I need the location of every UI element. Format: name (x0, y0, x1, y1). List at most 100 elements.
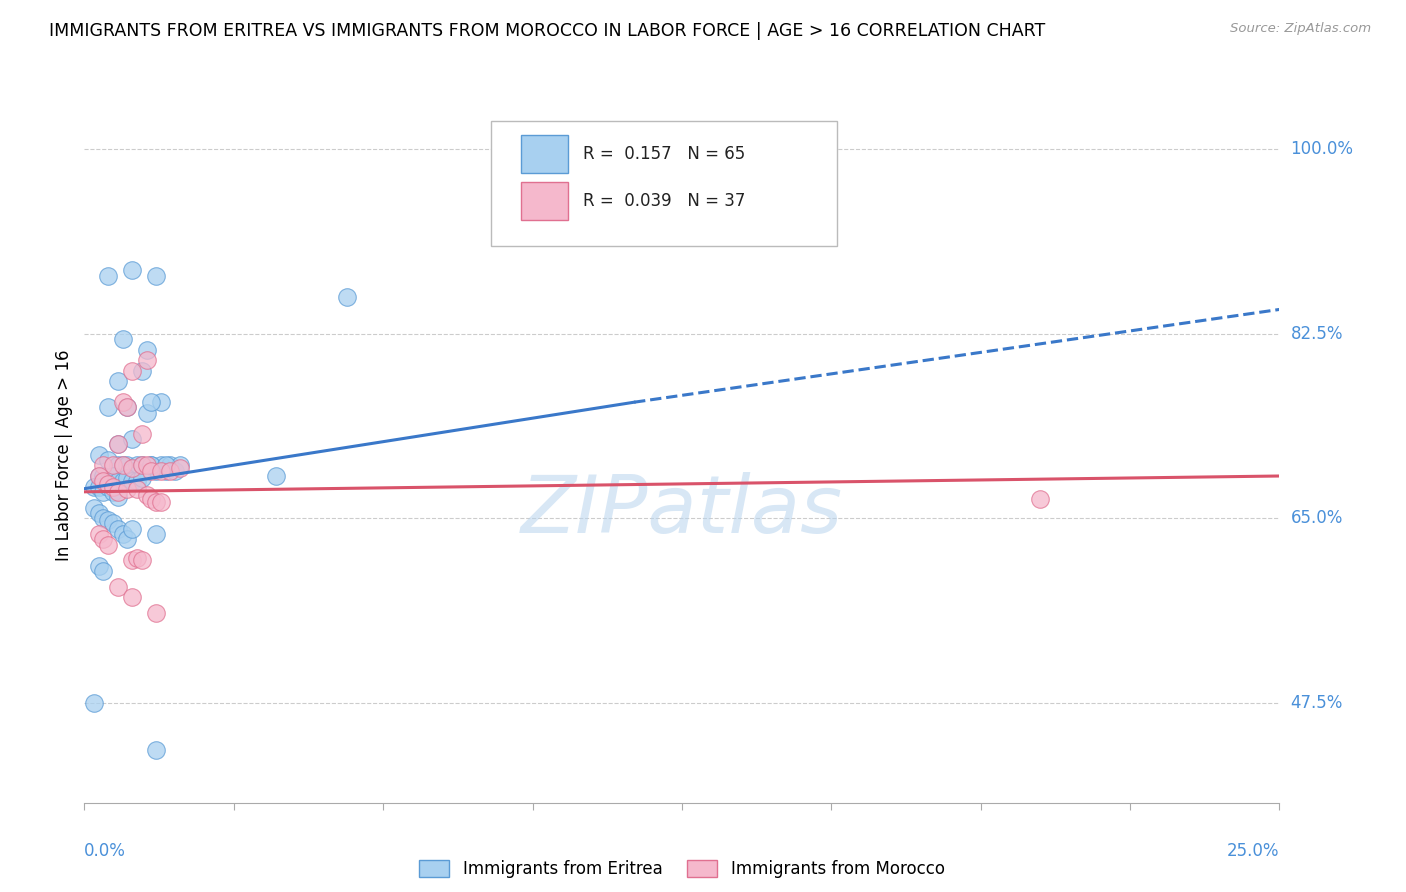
Point (117, 401, 139, 415)
Point (141, 395, 163, 409)
Point (97, 477, 120, 491)
Point (117, 401, 139, 415)
Point (117, 533, 139, 547)
Point (101, 479, 124, 493)
Point (135, 353, 157, 368)
Y-axis label: In Labor Force | Age > 16: In Labor Force | Age > 16 (55, 349, 73, 561)
Point (117, 482, 139, 496)
Point (111, 332, 134, 346)
Point (93, 458, 115, 473)
Point (101, 484, 124, 499)
FancyBboxPatch shape (491, 121, 837, 246)
Point (149, 458, 172, 473)
Point (125, 551, 148, 566)
Point (111, 458, 134, 473)
Point (107, 580, 129, 594)
Point (141, 458, 163, 473)
Point (141, 458, 163, 473)
Point (141, 492, 163, 507)
Text: 100.0%: 100.0% (1291, 140, 1354, 158)
Point (131, 426, 153, 441)
Point (336, 290, 359, 304)
Point (107, 522, 129, 536)
Text: ZIPatlas: ZIPatlas (520, 472, 844, 549)
Point (149, 395, 172, 409)
Point (145, 495, 167, 509)
Point (97, 513, 120, 527)
Point (121, 460, 143, 475)
Point (121, 475, 143, 489)
Point (87, 479, 110, 493)
Point (264, 469, 287, 483)
Text: 65.0%: 65.0% (1291, 509, 1343, 527)
Text: 47.5%: 47.5% (1291, 694, 1343, 712)
Point (117, 471, 139, 485)
Point (159, 458, 181, 473)
Point (111, 527, 134, 541)
Text: 25.0%: 25.0% (1227, 842, 1279, 860)
Legend: Immigrants from Eritrea, Immigrants from Morocco: Immigrants from Eritrea, Immigrants from… (412, 854, 952, 885)
Point (155, 464, 177, 478)
Point (97, 268, 120, 283)
Point (131, 363, 153, 377)
Point (121, 464, 143, 478)
Point (145, 464, 167, 478)
Point (107, 458, 129, 473)
Text: R =  0.157   N = 65: R = 0.157 N = 65 (582, 145, 745, 163)
Point (149, 464, 172, 478)
Point (135, 488, 157, 502)
Text: 82.5%: 82.5% (1291, 325, 1343, 343)
Point (155, 458, 177, 473)
Point (159, 464, 181, 478)
Point (145, 743, 167, 757)
Point (165, 464, 187, 478)
Point (97, 479, 120, 493)
Point (131, 553, 153, 567)
Point (121, 522, 143, 536)
Point (87, 558, 110, 573)
Point (169, 458, 191, 473)
Point (93, 484, 115, 499)
Point (131, 471, 153, 485)
Point (107, 437, 129, 451)
Text: R =  0.039   N = 37: R = 0.039 N = 37 (582, 192, 745, 210)
Point (97, 475, 120, 489)
Point (107, 484, 129, 499)
Point (93, 475, 115, 489)
Point (87, 506, 110, 520)
Point (141, 464, 163, 478)
FancyBboxPatch shape (520, 136, 568, 173)
Point (121, 263, 143, 277)
Point (111, 475, 134, 489)
Point (131, 458, 153, 473)
Point (121, 591, 143, 605)
Point (107, 490, 129, 504)
Point (135, 458, 157, 473)
Point (135, 343, 157, 357)
Point (149, 495, 172, 509)
Point (101, 516, 124, 531)
Point (121, 553, 143, 567)
Point (87, 469, 110, 483)
Text: 0.0%: 0.0% (84, 842, 127, 860)
Point (97, 537, 120, 551)
Point (101, 458, 124, 473)
Point (93, 564, 115, 578)
Point (125, 482, 148, 496)
Point (97, 401, 120, 415)
Point (135, 464, 157, 478)
Point (145, 527, 167, 541)
Point (83, 479, 105, 493)
Point (135, 406, 157, 420)
Point (87, 448, 110, 462)
Point (125, 475, 148, 489)
Point (111, 395, 134, 409)
Point (117, 458, 139, 473)
Point (121, 432, 143, 446)
FancyBboxPatch shape (520, 182, 568, 220)
Point (87, 469, 110, 483)
Point (83, 500, 105, 515)
Point (111, 458, 134, 473)
Point (169, 460, 191, 475)
Point (101, 469, 124, 483)
